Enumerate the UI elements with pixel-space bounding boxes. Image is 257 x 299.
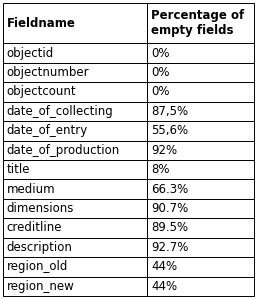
Text: 0%: 0% bbox=[151, 47, 170, 60]
Text: 90.7%: 90.7% bbox=[151, 202, 188, 215]
Text: 89.5%: 89.5% bbox=[151, 222, 188, 234]
Bar bbox=[3, 277, 148, 296]
Text: 66.3%: 66.3% bbox=[151, 183, 188, 196]
Text: date_of_entry: date_of_entry bbox=[6, 124, 88, 137]
Bar bbox=[148, 3, 254, 43]
Bar bbox=[148, 63, 254, 82]
Text: medium: medium bbox=[6, 183, 55, 196]
Bar bbox=[148, 141, 254, 160]
Bar bbox=[3, 257, 148, 277]
Text: creditline: creditline bbox=[6, 222, 62, 234]
Bar bbox=[148, 82, 254, 102]
Text: date_of_production: date_of_production bbox=[6, 144, 120, 157]
Text: region_old: region_old bbox=[6, 260, 68, 273]
Bar bbox=[148, 218, 254, 238]
Bar bbox=[148, 179, 254, 199]
Text: 92%: 92% bbox=[151, 144, 177, 157]
Bar bbox=[3, 199, 148, 218]
Bar bbox=[3, 179, 148, 199]
Bar bbox=[148, 160, 254, 179]
Text: Fieldname: Fieldname bbox=[6, 17, 75, 30]
Text: region_new: region_new bbox=[6, 280, 74, 293]
Text: date_of_collecting: date_of_collecting bbox=[6, 105, 113, 118]
Bar bbox=[3, 141, 148, 160]
Bar bbox=[3, 43, 148, 63]
Bar bbox=[3, 121, 148, 141]
Text: objectnumber: objectnumber bbox=[6, 66, 89, 79]
Bar bbox=[3, 218, 148, 238]
Text: 92.7%: 92.7% bbox=[151, 241, 189, 254]
Bar bbox=[148, 102, 254, 121]
Text: dimensions: dimensions bbox=[6, 202, 74, 215]
Bar bbox=[148, 277, 254, 296]
Text: objectid: objectid bbox=[6, 47, 54, 60]
Text: 44%: 44% bbox=[151, 260, 177, 273]
Bar bbox=[3, 63, 148, 82]
Bar bbox=[3, 3, 148, 43]
Bar bbox=[3, 238, 148, 257]
Text: 8%: 8% bbox=[151, 163, 170, 176]
Bar bbox=[148, 257, 254, 277]
Text: description: description bbox=[6, 241, 72, 254]
Text: 87,5%: 87,5% bbox=[151, 105, 188, 118]
Bar bbox=[148, 199, 254, 218]
Bar bbox=[148, 43, 254, 63]
Text: objectcount: objectcount bbox=[6, 86, 76, 98]
Bar bbox=[3, 82, 148, 102]
Text: Percentage of
empty fields: Percentage of empty fields bbox=[151, 9, 244, 37]
Text: 55,6%: 55,6% bbox=[151, 124, 188, 137]
Text: 0%: 0% bbox=[151, 86, 170, 98]
Bar bbox=[3, 160, 148, 179]
Text: title: title bbox=[6, 163, 30, 176]
Bar bbox=[3, 102, 148, 121]
Text: 44%: 44% bbox=[151, 280, 177, 293]
Bar bbox=[148, 121, 254, 141]
Bar bbox=[148, 238, 254, 257]
Text: 0%: 0% bbox=[151, 66, 170, 79]
